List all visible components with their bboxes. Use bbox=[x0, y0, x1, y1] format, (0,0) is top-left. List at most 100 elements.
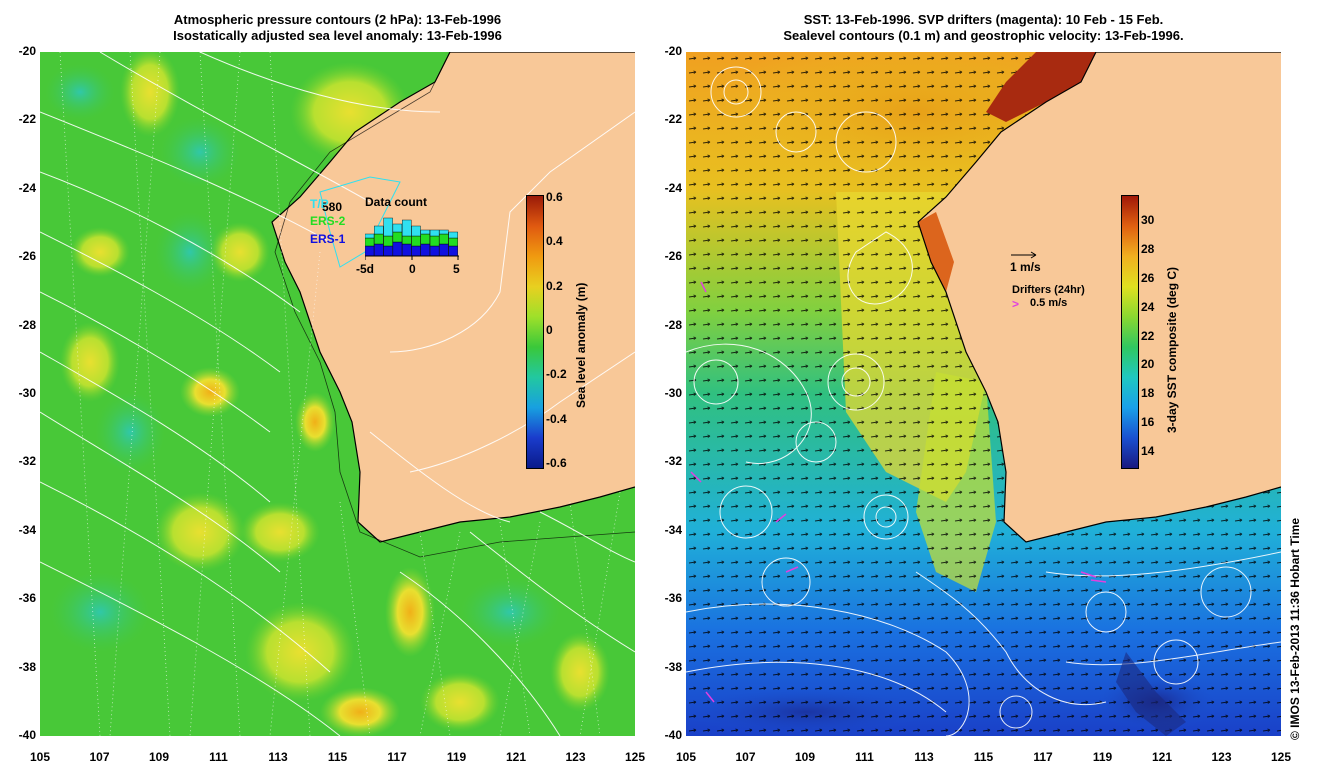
latitude-tick-label: -20 bbox=[18, 44, 36, 58]
latitude-tick-label: -36 bbox=[18, 591, 36, 606]
sea-level-colorbar-tick: -0.2 bbox=[546, 367, 567, 382]
longitude-tick-label: 117 bbox=[1033, 750, 1053, 764]
latitude-tick-label: -32 bbox=[664, 454, 682, 469]
velocity-scale-arrow bbox=[1011, 251, 1037, 259]
data-count-bar bbox=[411, 225, 421, 237]
data-count-bar bbox=[429, 229, 440, 237]
sst-colorbar-tick: 30 bbox=[1141, 213, 1155, 227]
sst-colorbar bbox=[1121, 195, 1139, 469]
longitude-tick-label: 115 bbox=[973, 750, 994, 764]
data-count-bar bbox=[383, 217, 393, 237]
data-count-bar bbox=[439, 229, 449, 235]
sea-level-colorbar-tick: 0.6 bbox=[546, 190, 563, 204]
longitude-tick-label: 119 bbox=[446, 750, 467, 764]
australia-landmass bbox=[272, 52, 635, 542]
right-title-line1: SST: 13-Feb-1996. SVP drifters (magenta)… bbox=[803, 12, 1164, 27]
data-count-bar bbox=[448, 237, 458, 247]
sea-level-colorbar-tick: -0.4 bbox=[546, 411, 567, 426]
sst-colorbar-tick: 14 bbox=[1141, 444, 1155, 458]
drifter-legend-title: Drifters (24hr) bbox=[1012, 284, 1085, 296]
left-title-line2: Isostatically adjusted sea level anomaly… bbox=[173, 28, 502, 43]
australia-landmass bbox=[918, 52, 1281, 542]
sst-colorbar-tick: 16 bbox=[1141, 415, 1155, 430]
latitude-tick-label: -22 bbox=[18, 112, 36, 127]
sst-colorbar-label: 3-day SST composite (deg C) bbox=[1165, 266, 1179, 433]
longitude-tick-label: 115 bbox=[327, 750, 348, 764]
pressure-contours bbox=[40, 52, 635, 736]
data-count-title: Data count bbox=[365, 195, 428, 209]
longitude-tick-label: 105 bbox=[675, 750, 697, 764]
coastline bbox=[917, 52, 1281, 543]
data-count-bar bbox=[420, 243, 430, 257]
longitude-tick-label: 107 bbox=[89, 750, 110, 764]
longitude-tick-label: 111 bbox=[209, 750, 228, 764]
longitude-tick-label: 123 bbox=[565, 750, 586, 764]
sea-level-map-canvas bbox=[40, 52, 635, 736]
shelf-contour bbox=[274, 52, 635, 558]
longitude-tick-label: 107 bbox=[735, 750, 756, 764]
data-count-bar bbox=[383, 245, 393, 257]
data-count-bar bbox=[365, 233, 375, 239]
sea-level-anomaly-map bbox=[40, 52, 635, 736]
data-count-bar bbox=[402, 243, 412, 257]
data-count-bar bbox=[411, 235, 421, 247]
sst-map-canvas bbox=[686, 52, 1281, 736]
right-map-title: SST: 13-Feb-1996. SVP drifters (magenta)… bbox=[686, 12, 1281, 44]
data-count-bar bbox=[392, 241, 403, 257]
data-count-bar bbox=[429, 245, 440, 257]
latitude-tick-label: -32 bbox=[18, 454, 36, 469]
latitude-tick-label: -28 bbox=[18, 317, 36, 332]
data-count-bar bbox=[392, 223, 403, 233]
longitude-tick-label: 123 bbox=[1211, 750, 1232, 764]
sst-colorbar-tick: 22 bbox=[1141, 328, 1155, 343]
latitude-tick-label: -26 bbox=[664, 249, 682, 264]
sst-colorbar-tick: 18 bbox=[1141, 386, 1155, 401]
data-count-bar bbox=[365, 245, 375, 257]
data-count-tick-5: 5 bbox=[453, 262, 460, 276]
data-count-bar bbox=[383, 235, 393, 247]
data-count-bar bbox=[402, 235, 412, 245]
data-count-bar bbox=[365, 237, 375, 247]
data-count-bar bbox=[392, 231, 403, 243]
sea-level-colorbar-tick: 0.4 bbox=[546, 234, 563, 249]
legend-ers2: ERS-2 bbox=[310, 214, 346, 228]
latitude-tick-label: -34 bbox=[18, 522, 36, 537]
longitude-tick-label: 105 bbox=[29, 750, 51, 764]
latitude-tick-label: -38 bbox=[18, 659, 36, 674]
drifter-legend-arrow: > bbox=[1012, 297, 1020, 311]
left-map-title: Atmospheric pressure contours (2 hPa): 1… bbox=[40, 12, 635, 44]
data-count-tick-m5: -5d bbox=[356, 262, 374, 276]
latitude-tick-label: -30 bbox=[664, 386, 682, 400]
longitude-tick-label: 125 bbox=[1270, 750, 1292, 764]
velocity-scale-label: 1 m/s bbox=[1010, 260, 1041, 274]
right-title-line2: Sealevel contours (0.1 m) and geostrophi… bbox=[783, 28, 1184, 43]
latitude-tick-label: -28 bbox=[664, 317, 682, 332]
hot-coastal-water bbox=[986, 52, 1096, 122]
legend-tp: T/P bbox=[310, 197, 329, 211]
data-count-bar bbox=[374, 225, 384, 235]
sea-level-colorbar bbox=[526, 195, 544, 469]
credit-text: © IMOS 13-Feb-2013 11:36 Hobart Time bbox=[1288, 517, 1302, 740]
legend-ers1: ERS-1 bbox=[310, 232, 346, 246]
longitude-tick-label: 113 bbox=[268, 750, 288, 764]
latitude-tick-label: -40 bbox=[664, 728, 682, 742]
data-count-bar bbox=[439, 243, 449, 257]
svp-drifter-tracks bbox=[690, 281, 1107, 703]
latitude-tick-label: -38 bbox=[664, 659, 682, 674]
data-count-tick-0: 0 bbox=[409, 262, 416, 276]
longitude-tick-label: 111 bbox=[855, 750, 874, 764]
sea-level-colorbar-label: Sea level anomaly (m) bbox=[574, 282, 588, 408]
data-count-bar bbox=[402, 219, 412, 237]
sea-level-contours bbox=[686, 66, 1281, 736]
data-count-bar-chart bbox=[365, 217, 459, 260]
data-count-bar bbox=[439, 233, 449, 245]
data-count-bar bbox=[420, 233, 430, 245]
longitude-tick-label: 125 bbox=[624, 750, 646, 764]
sst-colorbar-tick: 24 bbox=[1141, 299, 1155, 314]
data-count-bar bbox=[374, 243, 384, 257]
latitude-tick-label: -34 bbox=[664, 522, 682, 537]
longitude-tick-label: 119 bbox=[1092, 750, 1113, 764]
latitude-tick-label: -22 bbox=[664, 112, 682, 127]
satellite-tracks bbox=[59, 52, 621, 736]
latitude-tick-label: -24 bbox=[664, 180, 682, 195]
